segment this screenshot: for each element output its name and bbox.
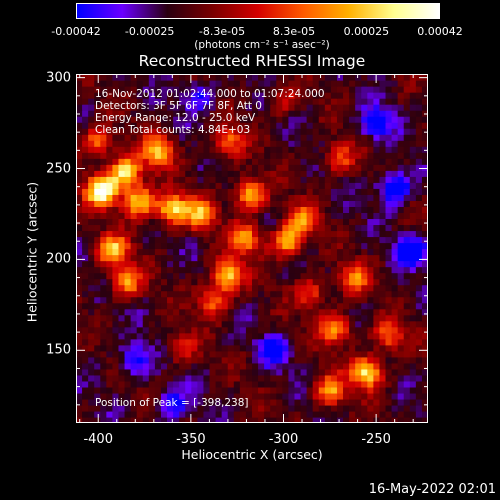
plot-area: 16-Nov-2012 01:02:44.000 to 01:07:24.000… bbox=[76, 74, 428, 423]
plot-title: Reconstructed RHESSI Image bbox=[138, 52, 366, 70]
colorbar-tick-label: -0.00025 bbox=[124, 25, 175, 38]
info-detectors: Detectors: 3F 5F 6F 7F 8F, Att 0 bbox=[95, 100, 262, 112]
colorbar-tick-label: -0.00042 bbox=[51, 25, 101, 38]
heatmap-pixels bbox=[76, 74, 428, 423]
colorbar-units: (photons cm⁻² s⁻¹ asec⁻²) bbox=[194, 39, 330, 51]
y-tick-label: 300 bbox=[46, 70, 71, 86]
colorbar-tick-label: -8.3e-05 bbox=[198, 25, 246, 38]
y-axis-label: Heliocentric Y (arcsec) bbox=[24, 181, 40, 323]
x-tick-label: -400 bbox=[83, 432, 113, 447]
x-tick-label: -350 bbox=[176, 432, 206, 447]
footer-date: 16-May-2022 02:01 bbox=[368, 482, 496, 497]
tick-marks bbox=[76, 74, 428, 423]
heatmap-image bbox=[76, 74, 428, 423]
info-total-counts: Clean Total counts: 4.84E+03 bbox=[95, 124, 251, 136]
colorbar bbox=[76, 3, 440, 19]
axes-frame bbox=[76, 74, 428, 423]
x-tick-label: -250 bbox=[361, 432, 391, 447]
y-tick-label: 150 bbox=[46, 342, 71, 358]
colorbar-tick-label: 0.00042 bbox=[417, 25, 463, 38]
y-tick-label: 200 bbox=[46, 251, 71, 267]
y-tick-label: 250 bbox=[46, 161, 71, 177]
x-tick-label: -300 bbox=[268, 432, 299, 447]
info-energy-range: Energy Range: 12.0 - 25.0 keV bbox=[95, 112, 256, 124]
colorbar-tick-label: 0.00025 bbox=[343, 25, 390, 38]
colorbar-tick-label: 8.3e-05 bbox=[272, 25, 316, 38]
info-time-range: 16-Nov-2012 01:02:44.000 to 01:07:24.000 bbox=[95, 88, 325, 100]
x-axis-label: Heliocentric X (arcsec) bbox=[181, 447, 323, 462]
peak-position-label: Position of Peak = [-398,238] bbox=[95, 397, 249, 409]
